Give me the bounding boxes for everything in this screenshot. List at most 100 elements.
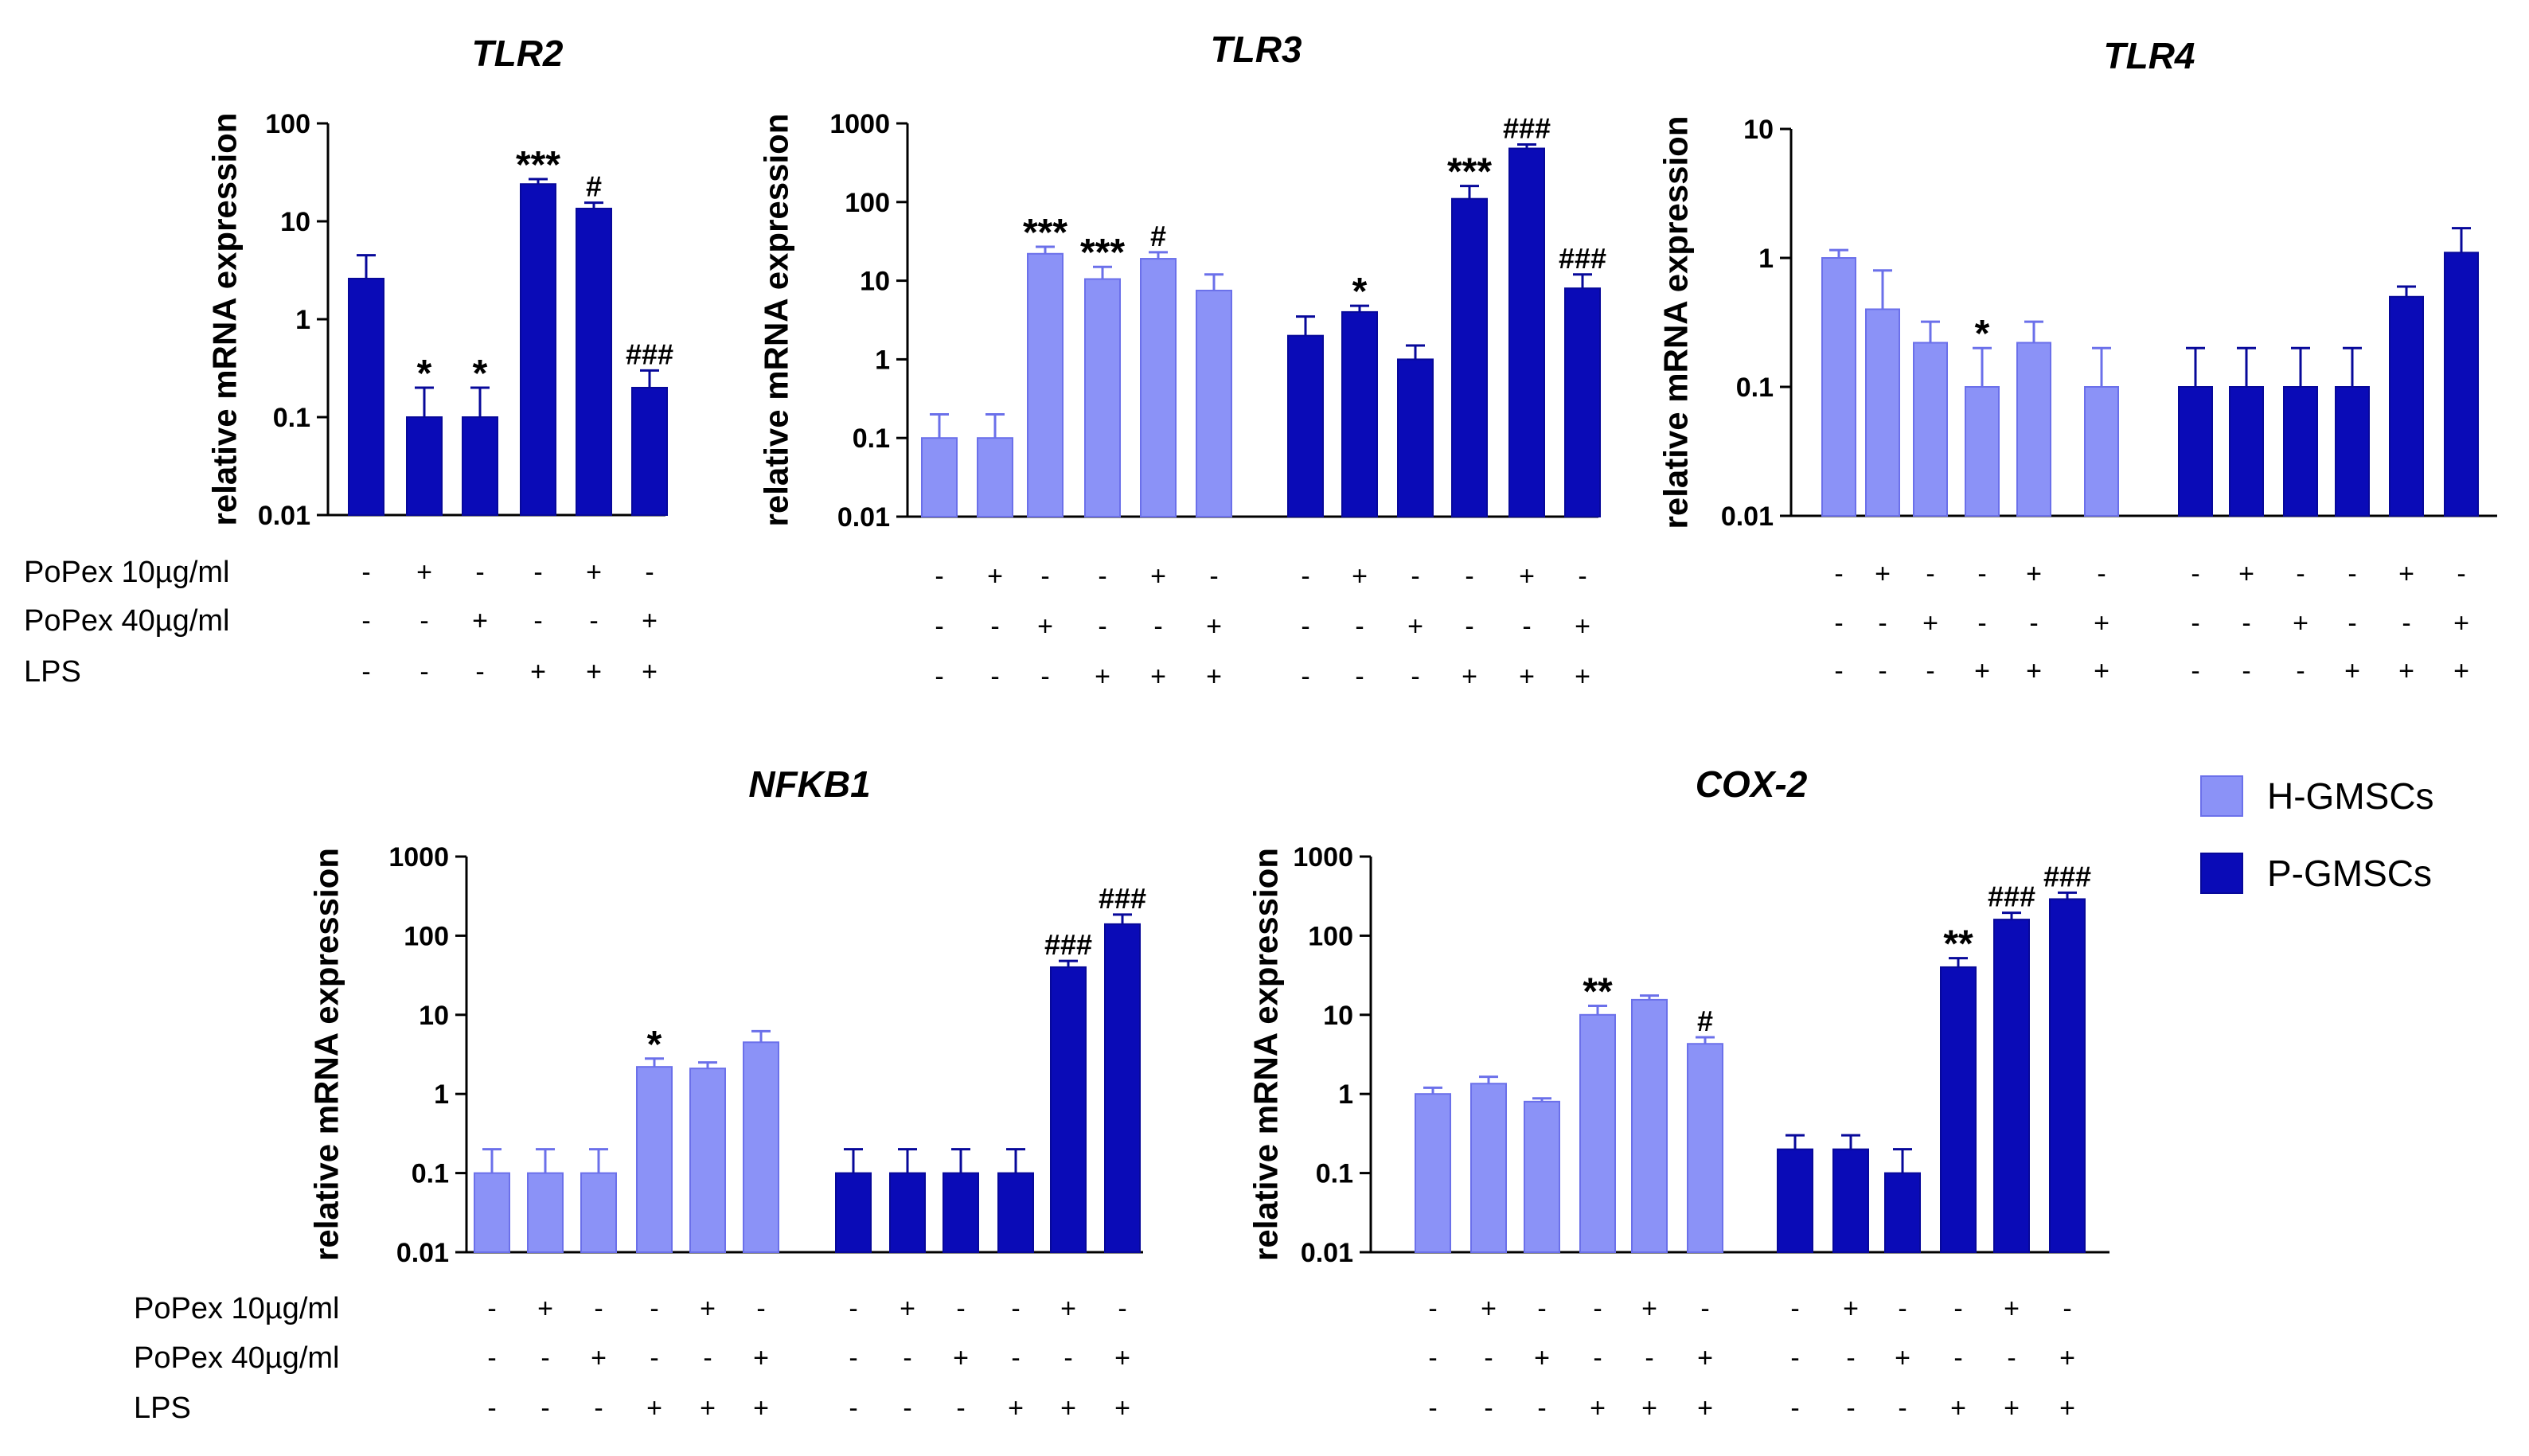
condition-sign: + — [1590, 1393, 1606, 1423]
condition-sign: - — [2097, 559, 2106, 589]
condition-sign: + — [1114, 1343, 1130, 1373]
bar-h-gmscs-1 — [474, 1172, 510, 1253]
condition-sign: + — [700, 1393, 716, 1423]
significance-label: # — [1697, 1005, 1713, 1037]
bar-h-gmscs-2 — [977, 437, 1013, 518]
condition-sign: + — [1534, 1343, 1550, 1373]
condition-sign: - — [2191, 608, 2199, 638]
condition-sign: - — [1834, 656, 1843, 686]
chart-title: TLR3 — [1211, 29, 1302, 70]
bar-p-gmscs-1 — [835, 1172, 872, 1253]
y-axis-label: relative mRNA expression — [1657, 116, 1695, 529]
significance-label: # — [586, 170, 602, 203]
bar-h-gmscs-1 — [1821, 257, 1856, 517]
condition-sign: + — [1481, 1294, 1497, 1324]
condition-sign: + — [987, 561, 1003, 591]
condition-label: PoPex 10µg/ml — [134, 1292, 339, 1325]
condition-sign: + — [1641, 1393, 1657, 1423]
bar-p-gmscs-6 — [1104, 923, 1141, 1253]
y-tick-label: 0.1 — [412, 1159, 449, 1189]
condition-sign: - — [1700, 1294, 1709, 1324]
condition-sign: - — [1465, 561, 1473, 591]
condition-sign: + — [700, 1294, 716, 1324]
condition-sign: + — [591, 1343, 607, 1373]
bar-h-gmscs-2 — [1865, 308, 1900, 517]
chart-title: COX-2 — [1696, 763, 1808, 805]
y-tick-label: 0.1 — [1316, 1159, 1353, 1189]
bar-p-gmscs-4 — [997, 1172, 1034, 1253]
condition-sign: + — [1150, 561, 1166, 591]
condition-sign: - — [2191, 656, 2199, 686]
bar-p-gmscs-1 — [1287, 334, 1324, 517]
condition-sign: + — [2398, 559, 2414, 589]
bar-p-gmscs-3 — [1884, 1172, 1921, 1253]
bar-p-gmscs-4 — [2335, 386, 2370, 517]
bar-p-gmscs-5 — [1050, 966, 1087, 1253]
condition-sign: + — [2004, 1393, 2020, 1423]
condition-sign: - — [1301, 561, 1309, 591]
condition-sign: - — [1098, 611, 1106, 642]
condition-sign: - — [1355, 662, 1364, 692]
bar-h-gmscs-6 — [743, 1041, 779, 1253]
condition-sign: - — [2191, 559, 2199, 589]
condition-label: LPS — [134, 1392, 191, 1425]
condition-sign: - — [2029, 608, 2038, 638]
condition-sign: - — [361, 606, 370, 636]
condition-sign: - — [1790, 1343, 1799, 1373]
y-tick-label: 1000 — [1293, 842, 1353, 872]
condition-sign: + — [2059, 1343, 2075, 1373]
significance-label: * — [647, 1024, 662, 1066]
condition-label: LPS — [24, 655, 81, 689]
condition-sign: - — [1484, 1343, 1493, 1373]
bar-p-gmscs-2 — [1341, 310, 1378, 517]
condition-sign: - — [1926, 559, 1934, 589]
significance-label: ### — [1559, 242, 1606, 275]
condition-sign: + — [537, 1294, 553, 1324]
legend-label: P-GMSCs — [2267, 853, 2432, 894]
condition-sign: - — [2457, 559, 2465, 589]
y-tick-label: 0.01 — [1301, 1238, 1353, 1268]
y-tick-label: 1 — [875, 345, 890, 375]
condition-sign: + — [1519, 561, 1535, 591]
condition-sign: + — [2293, 608, 2308, 638]
significance-label: ### — [1503, 111, 1551, 144]
condition-sign: - — [1593, 1343, 1602, 1373]
chart-title: TLR4 — [2104, 35, 2195, 76]
condition-sign: - — [1465, 611, 1473, 642]
significance-label: * — [473, 353, 488, 395]
bar-p-gmscs-6 — [631, 386, 668, 516]
significance-label: *** — [1447, 151, 1492, 193]
bar-p-gmscs-2 — [1832, 1148, 1869, 1253]
significance-label: *** — [1023, 212, 1067, 254]
bar-p-gmscs-4 — [1940, 966, 1977, 1253]
condition-sign: + — [1519, 662, 1535, 692]
condition-sign: - — [2296, 656, 2305, 686]
chart-title: TLR2 — [472, 33, 564, 74]
chart-title: NFKB1 — [748, 763, 870, 805]
chart-cox2: COX-2 relative mRNA expression 0.01 0.1 1 10 1… — [1247, 763, 2109, 1423]
condition-sign: + — [1008, 1393, 1024, 1423]
condition-sign: - — [935, 611, 943, 642]
bar-h-gmscs-1 — [921, 437, 958, 518]
condition-sign: - — [1355, 611, 1364, 642]
condition-sign: - — [1118, 1294, 1126, 1324]
bar-h-gmscs-3 — [1524, 1100, 1560, 1254]
condition-sign: - — [1790, 1294, 1799, 1324]
significance-label: *** — [516, 144, 560, 186]
condition-sign: + — [1950, 1393, 1966, 1423]
condition-sign: - — [2242, 656, 2250, 686]
condition-sign: - — [1428, 1393, 1437, 1423]
bar-p-gmscs-4 — [1451, 197, 1488, 518]
bar-h-gmscs-5 — [689, 1068, 726, 1253]
condition-sign: - — [1834, 608, 1843, 638]
condition-label: PoPex 40µg/ml — [134, 1341, 339, 1375]
condition-sign: - — [935, 662, 943, 692]
bar-h-gmscs-2 — [1470, 1083, 1507, 1254]
bar-p-gmscs-1 — [1777, 1148, 1813, 1253]
bar-p-gmscs-4 — [520, 183, 556, 517]
condition-sign: + — [642, 606, 658, 636]
condition-sign: - — [361, 557, 370, 587]
y-tick-label: 100 — [1308, 921, 1353, 951]
condition-sign: + — [1974, 656, 1990, 686]
condition-sign: - — [1977, 608, 1986, 638]
